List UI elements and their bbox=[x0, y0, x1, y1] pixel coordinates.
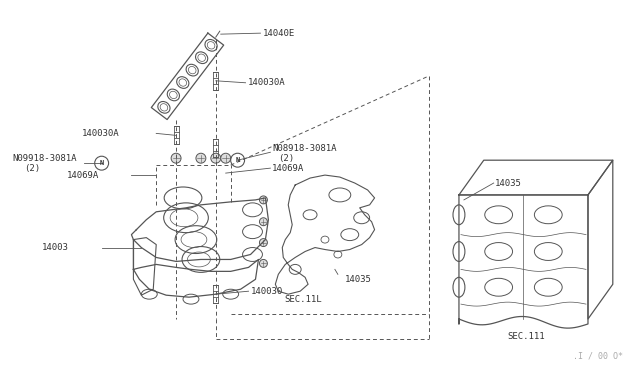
Text: 140030A: 140030A bbox=[248, 78, 285, 87]
Circle shape bbox=[196, 153, 206, 163]
Text: 14035: 14035 bbox=[345, 275, 372, 284]
Text: (2): (2) bbox=[24, 164, 40, 173]
Circle shape bbox=[221, 153, 230, 163]
Text: N09918-3081A: N09918-3081A bbox=[12, 154, 77, 163]
Text: 140030A: 140030A bbox=[82, 129, 120, 138]
Text: 14040E: 14040E bbox=[262, 29, 294, 38]
Text: N08918-3081A: N08918-3081A bbox=[273, 144, 337, 153]
Text: (2): (2) bbox=[278, 154, 294, 163]
Text: SEC.111: SEC.111 bbox=[508, 332, 545, 341]
Text: 140030: 140030 bbox=[250, 287, 283, 296]
Circle shape bbox=[171, 153, 181, 163]
Circle shape bbox=[211, 153, 221, 163]
Circle shape bbox=[259, 238, 268, 247]
Text: SEC.11L: SEC.11L bbox=[284, 295, 322, 304]
Text: 14069A: 14069A bbox=[273, 164, 305, 173]
Text: 14003: 14003 bbox=[42, 243, 69, 252]
Circle shape bbox=[259, 218, 268, 226]
Circle shape bbox=[259, 196, 268, 204]
Text: 14069A: 14069A bbox=[67, 171, 99, 180]
Text: .I / 00 O*: .I / 00 O* bbox=[573, 352, 623, 361]
Text: 14035: 14035 bbox=[495, 179, 522, 187]
Text: N: N bbox=[99, 160, 104, 166]
Circle shape bbox=[259, 259, 268, 267]
Text: N: N bbox=[236, 157, 240, 163]
